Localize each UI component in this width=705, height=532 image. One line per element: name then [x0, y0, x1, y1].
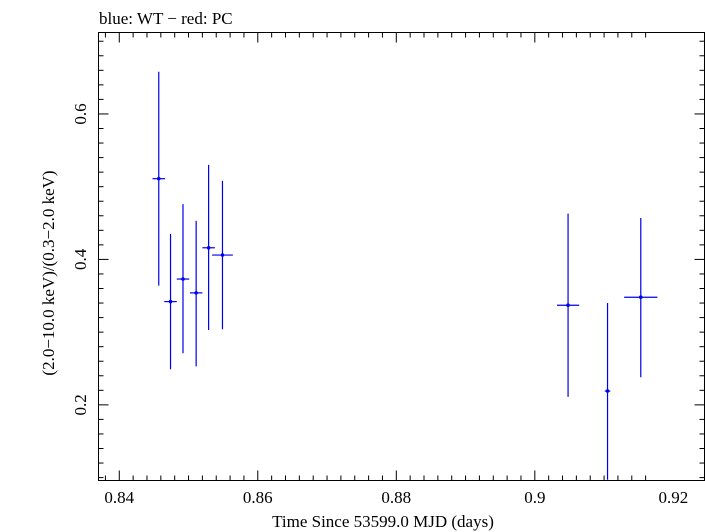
data-point — [164, 233, 177, 370]
data-point — [202, 164, 215, 330]
data-point — [212, 180, 233, 330]
y-tick-label: 0.6 — [71, 103, 90, 124]
x-tick-label: 0.88 — [381, 488, 411, 507]
data-point — [189, 220, 203, 367]
plot-frame — [98, 32, 705, 481]
point-marker — [605, 389, 610, 393]
data-series — [152, 71, 658, 480]
point-marker — [220, 253, 225, 257]
x-tick-label: 0.9 — [524, 488, 545, 507]
x-axis: 0.84 0.86 0.88 0.9 0.92 — [104, 32, 688, 507]
data-point — [152, 71, 165, 286]
point-marker — [194, 291, 198, 295]
x-tick-label: 0.84 — [104, 488, 134, 507]
point-marker — [638, 295, 643, 300]
y-axis: 0.2 0.4 0.6 — [71, 40, 705, 479]
data-point — [176, 204, 190, 354]
chart-title: blue: WT − red: PC — [99, 9, 233, 28]
x-axis-label: Time Since 53599.0 MJD (days) — [272, 512, 494, 531]
point-marker — [566, 303, 570, 308]
point-marker — [206, 245, 211, 250]
data-point — [604, 303, 611, 480]
point-marker — [156, 176, 161, 181]
point-marker — [181, 277, 185, 281]
y-axis-label: (2.0−10.0 keV)/(0.3−2.0 keV) — [39, 170, 58, 375]
y-tick-label: 0.4 — [71, 248, 90, 270]
x-tick-label: 0.86 — [243, 488, 273, 507]
y-tick-label: 0.2 — [71, 394, 90, 415]
point-marker — [168, 299, 173, 304]
x-tick-label: 0.92 — [658, 488, 688, 507]
data-point — [624, 217, 658, 378]
data-point — [556, 213, 580, 397]
